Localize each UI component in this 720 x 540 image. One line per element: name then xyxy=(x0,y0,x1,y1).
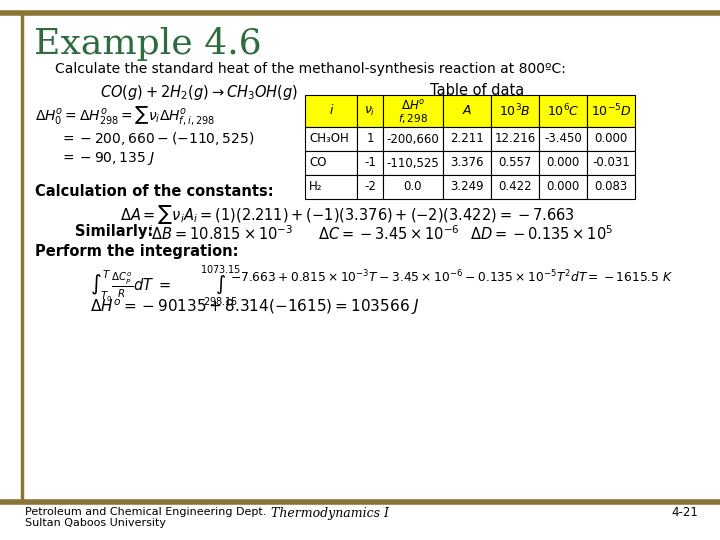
Text: Perform the integration:: Perform the integration: xyxy=(35,244,238,259)
Text: -2: -2 xyxy=(364,180,376,193)
Text: $\Delta D = -0.135 \times 10^{5}$: $\Delta D = -0.135 \times 10^{5}$ xyxy=(470,224,613,242)
Bar xyxy=(443,95,491,127)
Text: CH₃OH: CH₃OH xyxy=(309,132,348,145)
Text: 0.000: 0.000 xyxy=(595,132,628,145)
Text: $^i\Delta B = 10.815 \times 10^{-3}$: $^i\Delta B = 10.815 \times 10^{-3}$ xyxy=(148,224,293,242)
Text: Calculate the standard heat of the methanol-synthesis reaction at 800ºC:: Calculate the standard heat of the metha… xyxy=(55,62,566,76)
Text: $\Delta C = -3.45 \times 10^{-6}$: $\Delta C = -3.45 \times 10^{-6}$ xyxy=(318,224,460,242)
Text: Petroleum and Chemical Engineering Dept.: Petroleum and Chemical Engineering Dept. xyxy=(25,507,266,517)
Text: $\int_{T_0}^{T}\frac{\Delta C^o_P}{R}dT\ =$: $\int_{T_0}^{T}\frac{\Delta C^o_P}{R}dT\… xyxy=(90,269,171,305)
Bar xyxy=(491,175,539,199)
Text: Similarly:: Similarly: xyxy=(75,224,153,239)
Bar xyxy=(357,127,383,151)
Text: i: i xyxy=(329,105,333,118)
Text: -1: -1 xyxy=(364,157,376,170)
Text: $\Delta H^o_0 = \Delta H^o_{298} = \sum \nu_i \Delta H^o_{f,i,298}$: $\Delta H^o_0 = \Delta H^o_{298} = \sum … xyxy=(35,104,215,126)
Text: 12.216: 12.216 xyxy=(495,132,536,145)
Text: $\Delta H^o$: $\Delta H^o$ xyxy=(401,99,426,113)
Bar xyxy=(587,151,635,175)
Bar xyxy=(539,151,587,175)
Text: $\nu_i$: $\nu_i$ xyxy=(364,104,376,118)
Bar xyxy=(305,151,357,175)
Text: 3.376: 3.376 xyxy=(450,157,484,170)
Bar xyxy=(383,95,443,127)
Text: -110,525: -110,525 xyxy=(387,157,439,170)
Text: $10^3 B$: $10^3 B$ xyxy=(499,103,531,119)
Text: 0.000: 0.000 xyxy=(546,157,580,170)
Text: CO: CO xyxy=(309,157,326,170)
Bar xyxy=(443,127,491,151)
Text: $\Delta H^o = -90135+8.314(-1615) = 103566\ J$: $\Delta H^o = -90135+8.314(-1615) = 1035… xyxy=(90,297,420,316)
Text: -0.031: -0.031 xyxy=(592,157,630,170)
Text: $= -200,660 - (-110,525)$: $= -200,660 - (-110,525)$ xyxy=(60,130,254,147)
Bar xyxy=(587,127,635,151)
Text: Example 4.6: Example 4.6 xyxy=(34,27,261,61)
Bar xyxy=(383,127,443,151)
Text: $10^6 C$: $10^6 C$ xyxy=(546,103,580,119)
Bar xyxy=(539,175,587,199)
Bar xyxy=(491,95,539,127)
Bar xyxy=(491,151,539,175)
Text: $CO(g)+2H_2(g) \rightarrow CH_3OH(g)$: $CO(g)+2H_2(g) \rightarrow CH_3OH(g)$ xyxy=(100,83,298,102)
Bar xyxy=(305,95,357,127)
Text: 0.083: 0.083 xyxy=(595,180,628,193)
Text: 0.000: 0.000 xyxy=(546,180,580,193)
Text: Thermodynamics I: Thermodynamics I xyxy=(271,507,389,519)
Text: 0.422: 0.422 xyxy=(498,180,532,193)
Text: 3.249: 3.249 xyxy=(450,180,484,193)
Bar xyxy=(539,95,587,127)
Bar xyxy=(443,151,491,175)
Text: $10^{-5} D$: $10^{-5} D$ xyxy=(591,103,631,119)
Text: 2.211: 2.211 xyxy=(450,132,484,145)
Bar xyxy=(587,95,635,127)
Bar xyxy=(357,151,383,175)
Bar xyxy=(383,175,443,199)
Text: 4-21: 4-21 xyxy=(671,507,698,519)
Bar xyxy=(491,127,539,151)
Text: 1: 1 xyxy=(366,132,374,145)
Bar xyxy=(357,95,383,127)
Text: $f,298$: $f,298$ xyxy=(398,112,428,125)
Bar xyxy=(383,151,443,175)
Text: -200,660: -200,660 xyxy=(387,132,439,145)
Text: H₂: H₂ xyxy=(309,180,323,193)
Bar xyxy=(357,175,383,199)
Text: -3.450: -3.450 xyxy=(544,132,582,145)
Bar xyxy=(305,175,357,199)
Text: $\underset{298.15}{\overset{1073.15}{\int}}$: $\underset{298.15}{\overset{1073.15}{\in… xyxy=(200,264,241,309)
Text: Calculation of the constants:: Calculation of the constants: xyxy=(35,184,274,199)
Text: $-7.663+0.815\times 10^{-3}T-3.45\times 10^{-6}-0.135\times 10^{-5}T^2dT = -1615: $-7.663+0.815\times 10^{-3}T-3.45\times … xyxy=(230,269,673,286)
Bar xyxy=(305,127,357,151)
Text: $= -90,135\ J$: $= -90,135\ J$ xyxy=(60,150,156,167)
Text: $A$: $A$ xyxy=(462,105,472,118)
Text: 0.557: 0.557 xyxy=(498,157,531,170)
Text: 0.0: 0.0 xyxy=(404,180,422,193)
Bar xyxy=(443,175,491,199)
Text: Table of data: Table of data xyxy=(430,83,524,98)
Text: $\Delta A = \sum \nu_i A_i = (1)(2.211)+(-1)(3.376)+(-2)(3.422) = -7.663$: $\Delta A = \sum \nu_i A_i = (1)(2.211)+… xyxy=(120,203,575,226)
Bar xyxy=(587,175,635,199)
Text: Sultan Qaboos University: Sultan Qaboos University xyxy=(25,518,166,528)
Bar xyxy=(539,127,587,151)
